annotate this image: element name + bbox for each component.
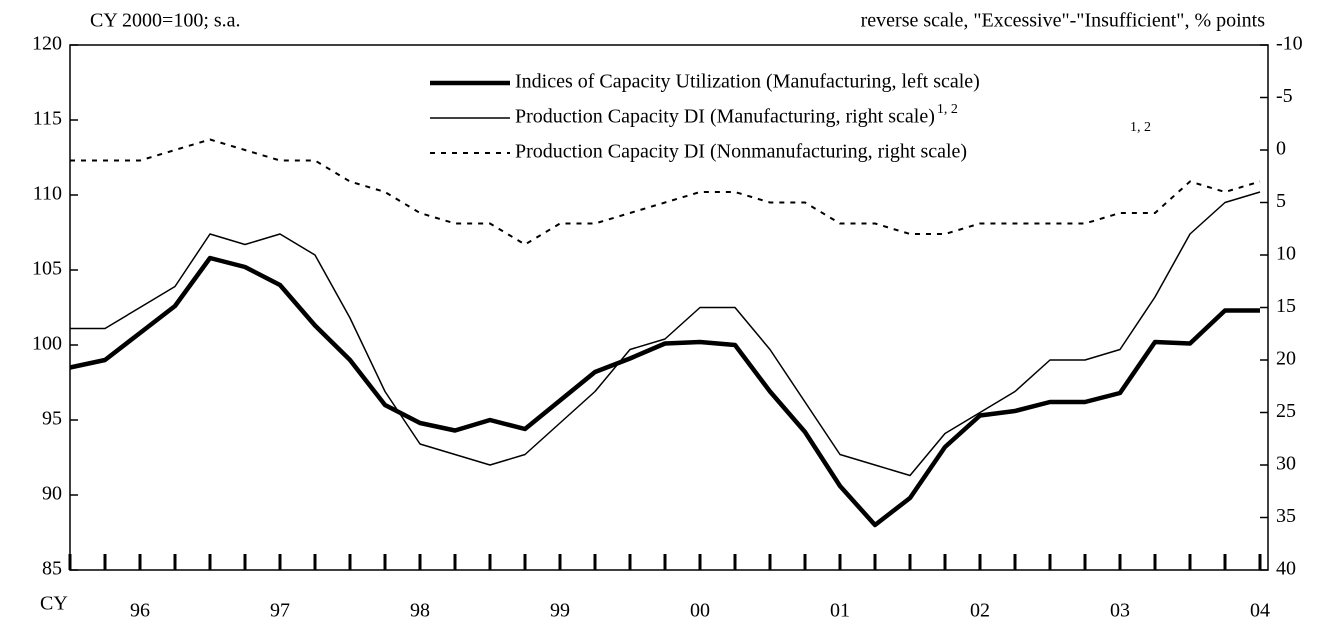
y-tick-label: 95 <box>42 408 62 430</box>
x-tick-label: 04 <box>1250 600 1270 622</box>
y2-tick-label: 15 <box>1276 295 1296 317</box>
y-tick-label: 90 <box>42 483 62 505</box>
x-tick-label: 97 <box>270 600 290 622</box>
y-tick-label: 105 <box>32 258 62 280</box>
x-tick-label: 99 <box>550 600 570 622</box>
y-tick-label: 120 <box>32 33 62 55</box>
y2-tick-label: -5 <box>1276 85 1293 107</box>
legend-label: Indices of Capacity Utilization (Manufac… <box>515 71 980 93</box>
footnote-mark: 1, 2 <box>1130 120 1151 135</box>
y2-tick-label: 0 <box>1276 138 1286 160</box>
x-tick-label: 98 <box>410 600 430 622</box>
legend-label: Production Capacity DI (Nonmanufacturing… <box>515 141 967 163</box>
x-tick-label: 96 <box>130 600 150 622</box>
y2-tick-label: 10 <box>1276 243 1296 265</box>
y2-tick-label: 40 <box>1276 558 1296 580</box>
x-axis-label: CY <box>40 593 68 615</box>
x-tick-label: 03 <box>1110 600 1130 622</box>
y-tick-label: 110 <box>33 183 62 205</box>
series-line <box>70 191 1261 477</box>
y-tick-label: 100 <box>32 333 62 355</box>
y-tick-label: 115 <box>33 108 62 130</box>
y-axis-label: CY 2000=100; s.a. <box>90 10 241 32</box>
y2-tick-label: 30 <box>1276 453 1296 475</box>
x-tick-label: 02 <box>970 600 990 622</box>
y-tick-label: 85 <box>42 558 62 580</box>
series-line <box>70 138 1261 246</box>
series-line <box>69 255 1260 528</box>
footnote-mark: 1, 2 <box>937 102 958 117</box>
x-tick-label: 01 <box>830 600 850 622</box>
x-tick-label: 00 <box>690 600 710 622</box>
y2-tick-label: 35 <box>1276 505 1296 527</box>
legend-label: Production Capacity DI (Manufacturing, r… <box>515 106 935 128</box>
y2-tick-label: -10 <box>1276 33 1303 55</box>
y2-tick-label: 5 <box>1276 190 1286 212</box>
y2-tick-label: 25 <box>1276 400 1296 422</box>
y2-axis-label: reverse scale, "Excessive"-"Insufficient… <box>861 10 1266 32</box>
y2-tick-label: 20 <box>1276 348 1296 370</box>
